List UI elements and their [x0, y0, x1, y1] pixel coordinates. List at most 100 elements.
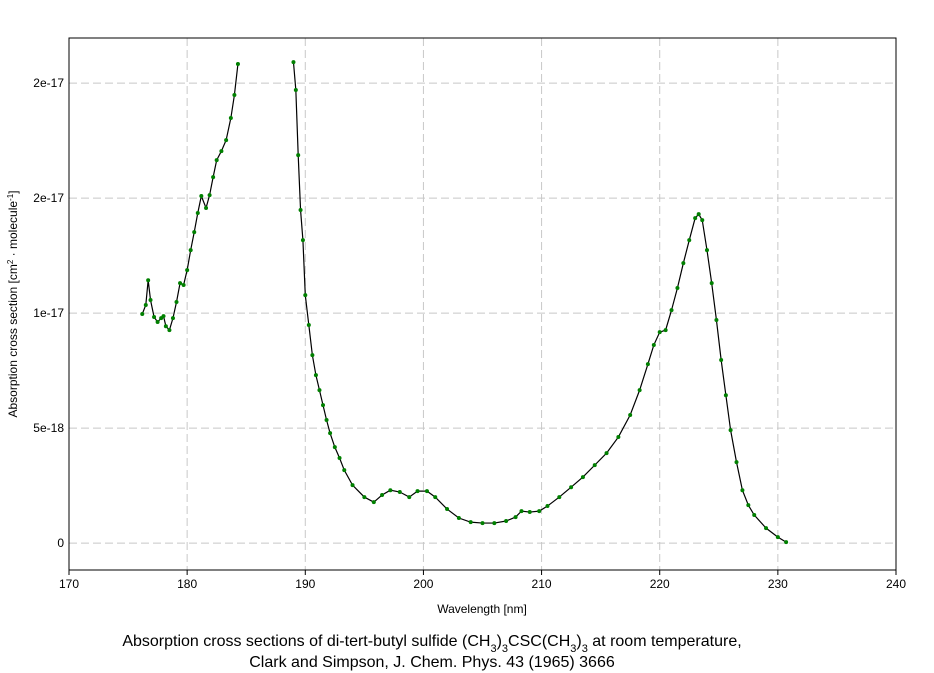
y-axis-label: Absorption cross section [cm2 · molecule…	[6, 190, 21, 417]
data-point	[337, 455, 342, 460]
caption-part: at room temperature,	[588, 633, 742, 650]
data-point	[513, 515, 518, 520]
data-point	[174, 300, 179, 305]
data-point	[784, 540, 789, 545]
data-point	[704, 248, 709, 253]
data-point	[675, 286, 680, 291]
data-point	[616, 435, 621, 440]
data-point	[152, 314, 157, 319]
data-point	[321, 403, 326, 408]
superscript: -1	[6, 193, 15, 201]
data-point	[740, 488, 745, 493]
data-point	[714, 317, 719, 322]
x-tick-label: 190	[295, 577, 315, 591]
data-point	[332, 445, 337, 450]
data-point	[293, 87, 298, 92]
caption-part: CSC(CH	[508, 633, 570, 650]
data-point	[468, 520, 473, 525]
data-point	[687, 238, 692, 243]
data-point	[163, 324, 168, 329]
data-point	[146, 278, 151, 283]
subscript: 3	[502, 643, 508, 655]
x-tick-label: 240	[886, 577, 906, 591]
subscript: 3	[582, 643, 588, 655]
data-point	[527, 510, 532, 515]
data-point	[752, 513, 757, 518]
data-line	[141, 63, 239, 332]
x-tick-label: 210	[532, 577, 552, 591]
data-point	[545, 504, 550, 509]
x-tick-label: 170	[59, 577, 79, 591]
data-point	[317, 388, 322, 393]
subscript: 3	[570, 643, 576, 655]
y-tick-label: 5e-18	[33, 421, 64, 435]
data-point	[700, 218, 705, 223]
data-point	[645, 362, 650, 367]
label-part: ]	[6, 190, 20, 193]
data-point	[746, 503, 751, 508]
data-point	[313, 373, 318, 378]
data-point	[148, 297, 153, 302]
data-point	[380, 493, 385, 498]
x-tick-label: 180	[177, 577, 197, 591]
data-point	[235, 61, 240, 66]
data-point	[342, 468, 347, 473]
data-point	[723, 393, 728, 398]
data-point	[709, 281, 714, 286]
data-point	[185, 268, 190, 273]
caption-part: Absorption cross sections of di-tert-but…	[122, 633, 490, 650]
data-point	[445, 507, 450, 512]
y-tick-label: 2e-17	[33, 191, 64, 205]
x-tick-label: 220	[650, 577, 670, 591]
data-point	[388, 488, 393, 493]
data-point	[719, 358, 724, 363]
data-point	[300, 238, 305, 243]
data-point	[195, 211, 200, 216]
data-point	[696, 212, 701, 217]
data-point	[143, 303, 148, 308]
data-point	[657, 330, 662, 335]
caption-part: )	[497, 633, 502, 650]
data-point	[728, 428, 733, 433]
data-point	[204, 205, 209, 210]
data-point	[407, 495, 412, 500]
data-point	[310, 353, 315, 358]
data-point	[557, 495, 562, 500]
caption-line: Absorption cross sections of di-tert-but…	[122, 633, 741, 655]
y-tick-label: 0	[57, 536, 64, 550]
caption-part: )	[576, 633, 581, 650]
data-point	[492, 521, 497, 526]
y-tick-label: 1e-17	[33, 306, 64, 320]
label-part: Absorption cross section [cm	[6, 264, 20, 417]
data-point	[433, 495, 438, 500]
data-point	[298, 208, 303, 213]
data-point	[456, 516, 461, 521]
data-point	[775, 535, 780, 540]
data-point	[161, 314, 166, 319]
data-point	[228, 116, 233, 121]
data-point	[592, 463, 597, 468]
data-point	[371, 500, 376, 505]
data-point	[306, 323, 311, 328]
x-tick-label: 230	[768, 577, 788, 591]
data-point	[224, 138, 229, 143]
data-point	[669, 308, 674, 313]
superscript: 2	[6, 259, 15, 264]
data-point	[170, 316, 175, 321]
data-point	[167, 328, 172, 333]
data-point	[155, 320, 160, 325]
data-point	[232, 93, 237, 98]
plot-frame	[68, 37, 897, 571]
data-point	[178, 281, 183, 286]
data-point	[415, 489, 420, 494]
subscript: 3	[490, 643, 496, 655]
data-point	[580, 475, 585, 480]
x-axis-label: Wavelength [nm]	[437, 602, 527, 616]
data-point	[764, 526, 769, 531]
data-point	[519, 509, 524, 514]
data-point	[604, 451, 609, 456]
data-point	[734, 460, 739, 465]
data-point	[628, 412, 633, 417]
